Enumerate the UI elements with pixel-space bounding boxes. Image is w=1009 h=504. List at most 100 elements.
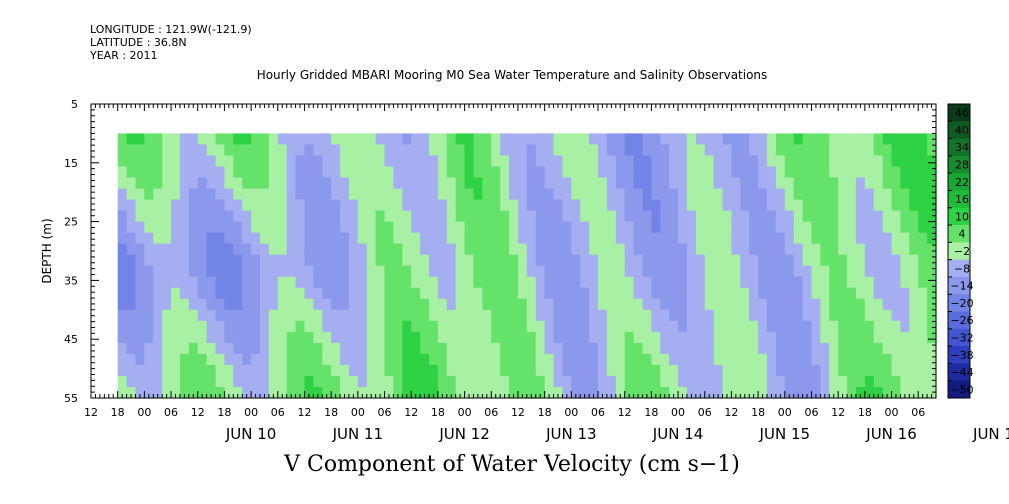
heatmap-cell <box>606 320 617 333</box>
heatmap-cell <box>731 276 741 289</box>
heatmap-cell <box>384 320 395 333</box>
heatmap-cell <box>393 254 403 267</box>
heatmap-cell <box>855 265 866 278</box>
heatmap-cell <box>864 155 875 168</box>
heatmap-cell <box>135 298 145 311</box>
heatmap-cell <box>767 221 777 234</box>
heatmap-cell <box>651 386 661 399</box>
heatmap-cell <box>464 221 475 234</box>
heatmap-cell <box>117 320 128 333</box>
heatmap-cell <box>286 309 297 322</box>
heatmap-cell <box>144 320 154 333</box>
heatmap-cell <box>767 232 777 245</box>
colorbar-label: 28 <box>955 159 969 172</box>
heatmap-cell <box>704 210 715 223</box>
heatmap-cell <box>864 199 875 212</box>
heatmap-cell <box>909 287 919 300</box>
heatmap-cell <box>553 199 564 212</box>
heatmap-cell <box>775 188 786 201</box>
heatmap-cell <box>429 221 439 234</box>
heatmap-cell <box>713 298 724 311</box>
heatmap-cell <box>553 331 564 344</box>
heatmap-cell <box>553 254 564 267</box>
heatmap-cell <box>509 254 519 267</box>
heatmap-cell <box>251 364 261 377</box>
heatmap-cell <box>429 309 439 322</box>
heatmap-cell <box>304 199 314 212</box>
heatmap-cell <box>829 199 839 212</box>
heatmap-cell <box>366 177 377 190</box>
heatmap-cell <box>517 188 528 201</box>
heatmap-cell <box>793 243 804 256</box>
colorbar-label: 46 <box>955 107 969 120</box>
heatmap-cell <box>348 166 359 179</box>
heatmap-cell <box>437 188 448 201</box>
heatmap-cell <box>695 331 706 344</box>
heatmap-cell <box>775 221 786 234</box>
heatmap-cell <box>179 254 190 267</box>
heatmap-cell <box>758 298 768 311</box>
heatmap-cell <box>420 177 430 190</box>
heatmap-cell <box>411 276 421 289</box>
heatmap-cell <box>411 188 421 201</box>
heatmap-cell <box>153 375 163 388</box>
heatmap-cell <box>740 243 750 256</box>
heatmap-cell <box>740 342 750 355</box>
heatmap-cell <box>660 177 670 190</box>
heatmap-cell <box>775 287 786 300</box>
x-day-label: JUN 13 <box>545 425 596 443</box>
heatmap-cell <box>767 199 777 212</box>
heatmap-cell <box>793 188 804 201</box>
heatmap-cell <box>277 166 288 179</box>
colorbar-swatch <box>948 173 970 191</box>
heatmap-cell <box>375 320 386 333</box>
heatmap-cell <box>295 144 306 157</box>
heatmap-cell <box>509 199 519 212</box>
heatmap-cell <box>580 243 590 256</box>
x-day-label: JUN 16 <box>865 425 916 443</box>
heatmap-cell <box>268 243 279 256</box>
heatmap-cell <box>615 298 626 311</box>
heatmap-cell <box>340 364 350 377</box>
heatmap-cell <box>847 155 857 168</box>
heatmap-cell <box>802 353 813 366</box>
heatmap-cell <box>891 331 902 344</box>
heatmap-cell <box>615 243 626 256</box>
heatmap-cell <box>188 144 199 157</box>
heatmap-cell <box>767 331 777 344</box>
x-day-label: JUN 17 <box>972 425 1009 443</box>
heatmap-cell <box>829 298 839 311</box>
heatmap-cell <box>206 276 217 289</box>
heatmap-cell <box>402 254 412 267</box>
heatmap-cell <box>215 177 226 190</box>
heatmap-cell <box>669 254 679 267</box>
heatmap-cell <box>562 133 572 146</box>
heatmap-cell <box>482 287 492 300</box>
x-hour-tick-label: 06 <box>591 406 605 419</box>
x-hour-tick-label: 06 <box>164 406 178 419</box>
heatmap-cell <box>348 265 359 278</box>
heatmap-cell <box>731 188 741 201</box>
heatmap-cell <box>775 320 786 333</box>
heatmap-cell <box>535 276 546 289</box>
heatmap-cell <box>909 342 919 355</box>
heatmap-cell <box>740 177 750 190</box>
heatmap-cell <box>918 375 928 388</box>
heatmap-cell <box>847 287 857 300</box>
heatmap-cell <box>295 287 306 300</box>
x-hour-tick-label: 06 <box>378 406 392 419</box>
heatmap-cell <box>544 276 555 289</box>
heatmap-cell <box>402 177 412 190</box>
heatmap-cell <box>233 320 243 333</box>
heatmap-cell <box>811 166 821 179</box>
heatmap-cell <box>393 331 403 344</box>
heatmap-cell <box>171 210 181 223</box>
heatmap-cell <box>153 342 163 355</box>
heatmap-cell <box>135 133 145 146</box>
heatmap-cell <box>562 386 572 399</box>
heatmap-cell <box>322 298 332 311</box>
heatmap-cell <box>268 331 279 344</box>
heatmap-cell <box>429 287 439 300</box>
heatmap-cell <box>660 188 670 201</box>
heatmap-cell <box>553 243 564 256</box>
